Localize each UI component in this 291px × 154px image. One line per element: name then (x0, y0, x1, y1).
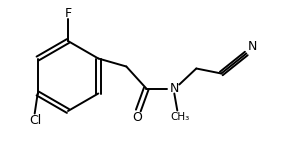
Text: CH₃: CH₃ (171, 113, 190, 122)
Text: N: N (170, 82, 179, 95)
Text: Cl: Cl (30, 114, 42, 127)
Text: F: F (64, 6, 72, 20)
Text: N: N (248, 40, 257, 53)
Text: O: O (132, 111, 142, 124)
